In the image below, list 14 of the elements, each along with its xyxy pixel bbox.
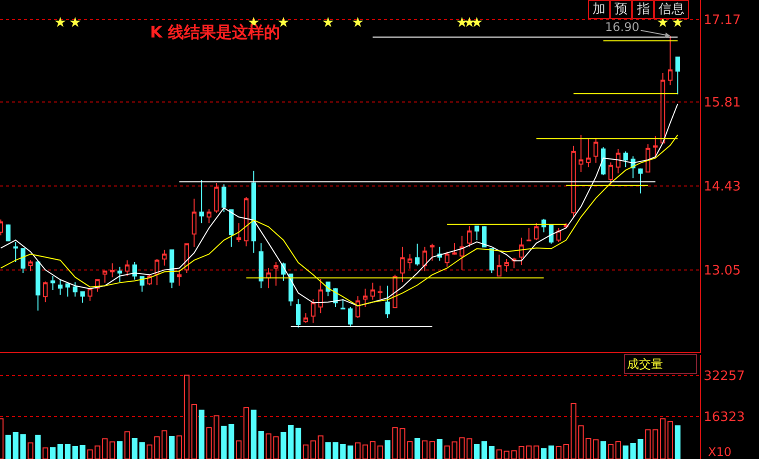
annotation: 信息 bbox=[658, 2, 684, 17]
y-tick-label: 32257 bbox=[704, 368, 745, 384]
annotation: 加 bbox=[592, 2, 606, 17]
y-tick-label: 16323 bbox=[704, 410, 745, 426]
annotation: 16.90 bbox=[605, 20, 640, 34]
text: K 线结果是这样的 bbox=[150, 22, 280, 42]
y-tick-label: 17.17 bbox=[704, 13, 741, 28]
annotation: 预 bbox=[614, 2, 628, 17]
y-tick-label: 13.05 bbox=[704, 263, 741, 278]
chart-title: 成交量 bbox=[627, 357, 694, 371]
y-tick-label: 15.81 bbox=[704, 96, 741, 111]
y-tick-label: 14.43 bbox=[704, 180, 741, 195]
annotation: 指 bbox=[636, 2, 650, 17]
text: X10 bbox=[708, 445, 732, 459]
